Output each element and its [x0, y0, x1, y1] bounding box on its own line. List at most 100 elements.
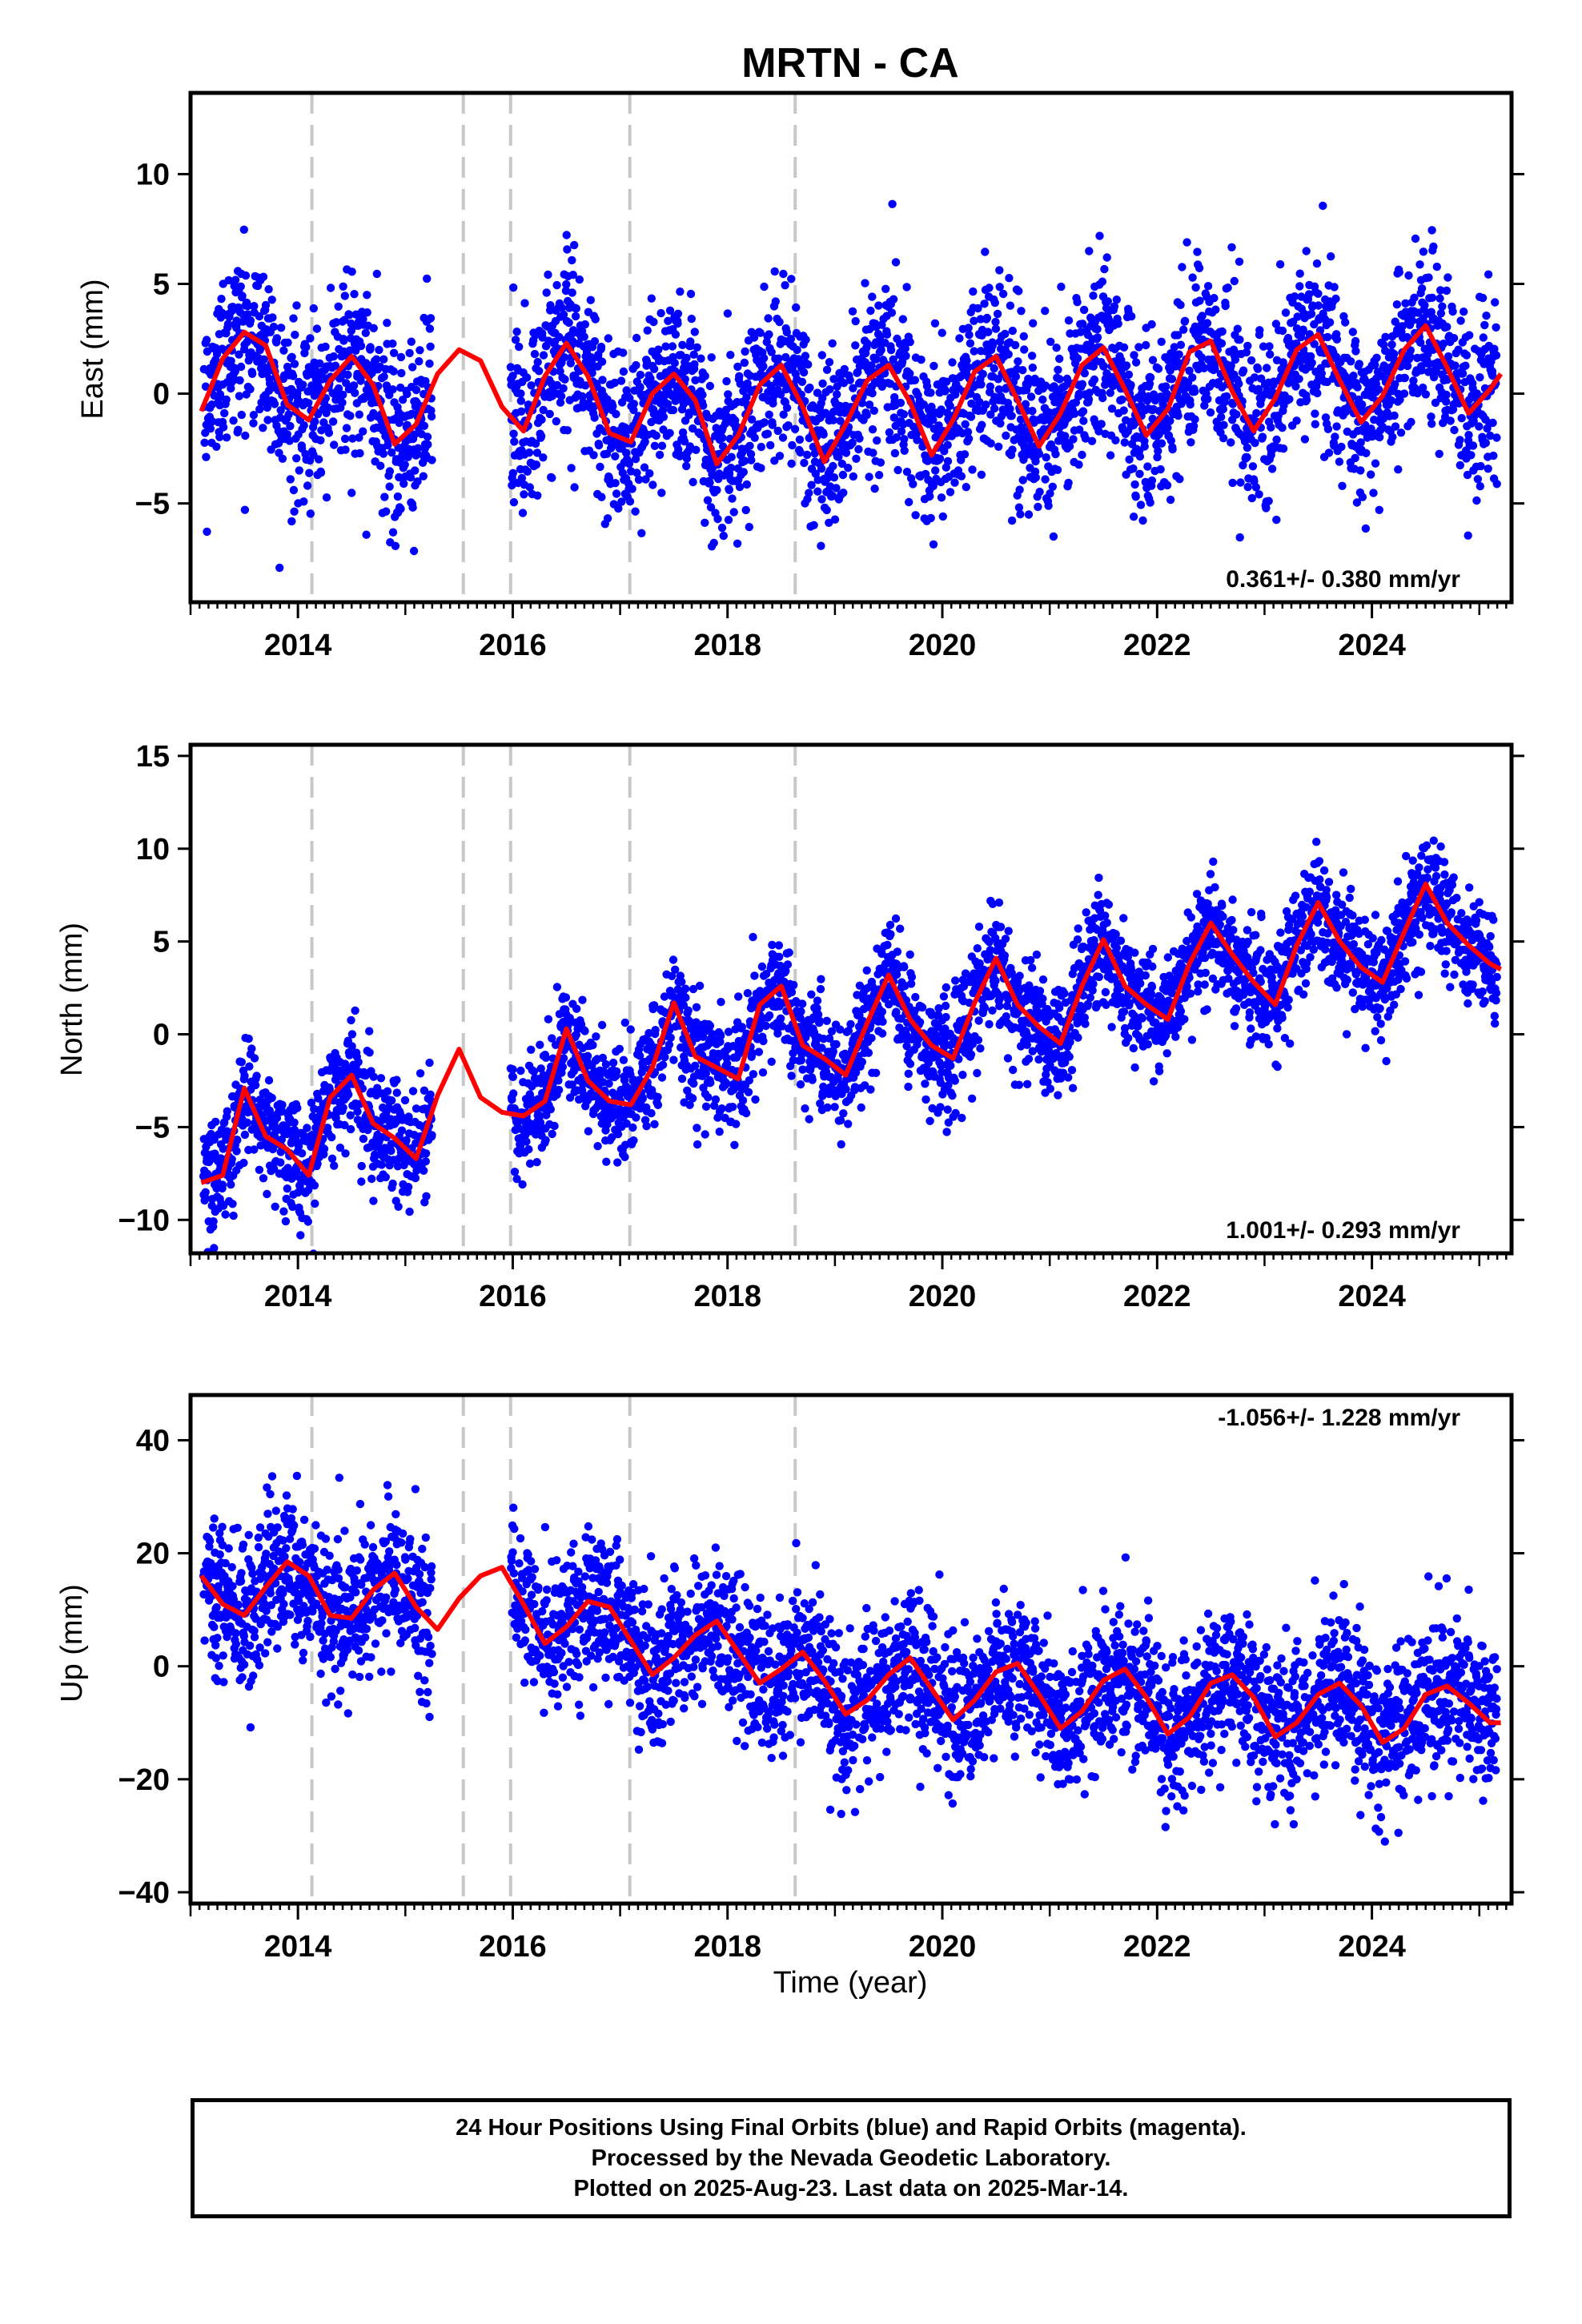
east-point	[546, 301, 555, 310]
east-point	[1078, 450, 1086, 460]
north-point	[416, 1069, 425, 1078]
north-point	[411, 1173, 420, 1183]
east-point	[631, 507, 640, 516]
east-point	[408, 503, 417, 512]
east-point	[628, 485, 636, 493]
east-point	[649, 317, 658, 327]
east-point	[555, 332, 564, 342]
east-point	[1073, 298, 1082, 307]
east-point	[1404, 271, 1413, 280]
east-point	[976, 315, 986, 324]
east-point	[819, 430, 828, 439]
east-point	[1154, 447, 1162, 456]
east-point	[779, 410, 788, 419]
east-point	[733, 362, 742, 372]
east-point	[400, 479, 408, 489]
east-point	[793, 345, 801, 355]
east-y-tick-label: 10	[136, 158, 170, 191]
east-point	[857, 399, 867, 408]
east-point	[1227, 243, 1236, 251]
east-point	[817, 495, 826, 504]
east-point	[872, 355, 881, 364]
east-point	[351, 388, 359, 397]
east-point	[1243, 482, 1252, 492]
east-point	[508, 372, 517, 380]
east-point	[356, 376, 365, 385]
east-point	[1478, 293, 1488, 303]
east-point	[424, 440, 432, 449]
east-point	[892, 433, 901, 442]
east-point	[800, 458, 809, 468]
east-point	[312, 324, 322, 333]
east-point	[1259, 342, 1268, 351]
north-point	[592, 1032, 600, 1041]
east-point	[589, 451, 598, 460]
east-point	[874, 301, 883, 310]
east-point	[1210, 294, 1219, 303]
east-point	[396, 505, 405, 513]
east-point	[1265, 342, 1274, 351]
east-point	[637, 529, 646, 537]
east-point	[1406, 352, 1415, 361]
east-point	[1021, 400, 1030, 408]
east-point	[610, 378, 620, 388]
east-point	[1142, 340, 1150, 350]
east-point	[938, 512, 948, 521]
east-point	[1195, 263, 1204, 272]
east-point	[1006, 404, 1014, 413]
east-point	[1492, 480, 1501, 489]
east-point	[1362, 448, 1371, 457]
east-point	[848, 307, 857, 316]
east-point	[290, 360, 299, 368]
north-point	[304, 1185, 313, 1195]
north-point	[279, 1207, 288, 1216]
east-point	[603, 514, 612, 523]
east-point	[978, 369, 987, 379]
east-point	[1348, 328, 1358, 336]
east-point	[701, 372, 709, 380]
east-point	[957, 472, 966, 480]
east-point	[767, 348, 776, 356]
north-point	[218, 1180, 227, 1189]
east-point	[235, 350, 243, 359]
east-point	[833, 382, 841, 391]
east-point	[580, 332, 588, 341]
east-point	[1179, 325, 1188, 334]
east-point	[532, 448, 542, 457]
east-point	[725, 485, 733, 494]
east-point	[1424, 273, 1433, 282]
east-point	[658, 406, 668, 415]
north-point	[536, 1112, 544, 1120]
east-point	[876, 458, 885, 467]
north-point	[404, 1183, 413, 1192]
east-point	[1332, 335, 1342, 344]
east-point	[1055, 375, 1064, 384]
east-point	[673, 309, 683, 318]
east-point	[1489, 451, 1498, 460]
east-point	[852, 454, 861, 463]
east-point	[1272, 435, 1281, 444]
east-point	[1038, 395, 1047, 404]
east-point	[1427, 420, 1436, 428]
east-point	[530, 349, 540, 359]
east-point	[313, 410, 323, 419]
east-point	[222, 433, 231, 442]
east-point	[299, 380, 307, 389]
east-point	[1004, 350, 1013, 359]
east-point	[926, 492, 934, 501]
east-point	[1304, 290, 1314, 299]
east-point	[1117, 356, 1126, 364]
east-point	[1232, 410, 1241, 419]
east-point	[1463, 470, 1472, 480]
east-point	[990, 364, 998, 373]
north-point	[387, 1096, 396, 1105]
east-point	[1486, 431, 1495, 440]
north-point	[536, 1040, 544, 1049]
east-point	[1026, 392, 1036, 401]
east-point	[1263, 364, 1271, 372]
east-point	[1356, 438, 1365, 447]
east-point	[661, 342, 670, 351]
east-point	[1281, 308, 1291, 317]
east-x-tick-label: 2024	[1338, 629, 1406, 662]
east-point	[988, 341, 998, 350]
